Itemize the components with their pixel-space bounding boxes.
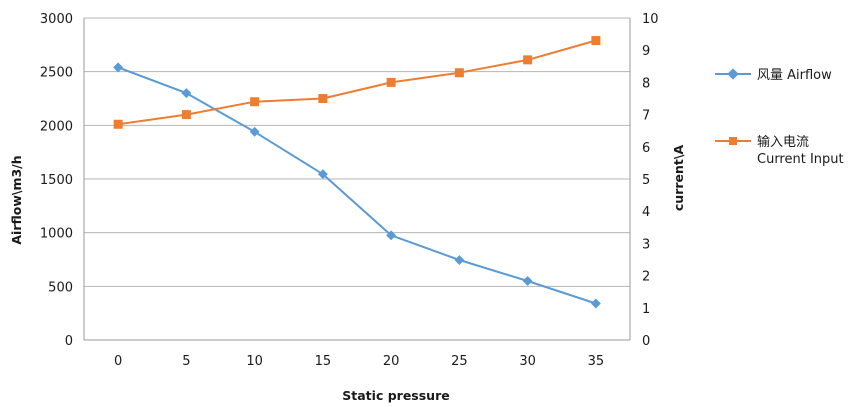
y-tick-label: 3000 bbox=[40, 12, 73, 27]
data-point-current bbox=[591, 36, 601, 46]
data-point-airflow bbox=[317, 169, 328, 180]
y2-tick-label: 9 bbox=[642, 44, 650, 59]
y-tick-label: 2000 bbox=[40, 119, 73, 134]
legend-current-label-line1: 输入电流 bbox=[757, 134, 809, 150]
legend-current-label-line2: Current Input bbox=[757, 152, 844, 167]
y2-tick-label: 6 bbox=[642, 141, 650, 156]
y2-tick-label: 10 bbox=[642, 12, 659, 27]
legend-airflow-label: 风量 Airflow bbox=[757, 68, 832, 83]
y-tick-label: 2500 bbox=[40, 66, 73, 81]
data-point-airflow bbox=[590, 298, 601, 309]
x-tick-label: 20 bbox=[383, 354, 400, 369]
x-axis-ticks: 0 5 10 15 20 25 30 35 bbox=[114, 354, 604, 369]
data-point-current bbox=[113, 119, 123, 129]
y2-tick-label: 8 bbox=[642, 76, 650, 91]
data-point-airflow bbox=[181, 88, 192, 99]
x-tick-label: 5 bbox=[182, 354, 190, 369]
legend-airflow-marker bbox=[727, 68, 739, 80]
axes bbox=[83, 18, 631, 341]
y-axis-title: Airflow\m3/h bbox=[9, 155, 24, 244]
x-tick-label: 35 bbox=[588, 354, 605, 369]
y2-tick-label: 5 bbox=[642, 173, 650, 188]
y2-tick-label: 4 bbox=[642, 205, 650, 220]
data-point-current bbox=[386, 77, 396, 87]
series bbox=[113, 36, 601, 309]
y2-tick-label: 0 bbox=[642, 334, 650, 349]
legend: 风量 Airflow 输入电流 Current Input bbox=[715, 68, 844, 167]
data-point-current bbox=[250, 97, 260, 107]
data-point-airflow bbox=[522, 276, 533, 286]
data-point-airflow bbox=[249, 126, 260, 137]
x-tick-label: 15 bbox=[315, 354, 332, 369]
data-point-airflow bbox=[454, 255, 465, 265]
x-tick-label: 25 bbox=[451, 354, 468, 369]
data-point-airflow bbox=[113, 62, 124, 73]
series-airflow-line bbox=[117, 66, 597, 305]
gridlines bbox=[84, 17, 630, 287]
y-tick-label: 0 bbox=[65, 334, 73, 349]
data-point-current bbox=[181, 110, 191, 120]
data-point-current bbox=[454, 68, 464, 78]
y-tick-label: 500 bbox=[48, 280, 73, 295]
legend-item-airflow: 风量 Airflow bbox=[715, 68, 832, 83]
x-tick-label: 30 bbox=[519, 354, 536, 369]
data-point-airflow bbox=[386, 230, 397, 241]
data-point-current bbox=[523, 55, 533, 65]
y2-axis-ticks: 0 1 2 3 4 5 6 7 8 9 10 bbox=[642, 12, 659, 349]
data-point-current bbox=[318, 94, 328, 103]
legend-item-current: 输入电流 Current Input bbox=[715, 134, 844, 167]
x-axis-title: Static pressure bbox=[342, 388, 449, 403]
y2-axis-title: current\A bbox=[671, 145, 686, 212]
legend-current-marker bbox=[729, 137, 737, 145]
y-tick-label: 1500 bbox=[40, 173, 73, 188]
y-tick-label: 1000 bbox=[40, 227, 73, 242]
y2-tick-label: 2 bbox=[642, 270, 650, 285]
y2-tick-label: 1 bbox=[642, 302, 650, 317]
y-axis-ticks: 0 500 1000 1500 2000 2500 3000 bbox=[40, 12, 73, 349]
x-tick-label: 10 bbox=[246, 354, 263, 369]
y2-tick-label: 3 bbox=[642, 237, 650, 252]
series-current-line bbox=[117, 39, 597, 126]
x-tick-label: 0 bbox=[114, 354, 122, 369]
y2-tick-label: 7 bbox=[642, 109, 650, 124]
